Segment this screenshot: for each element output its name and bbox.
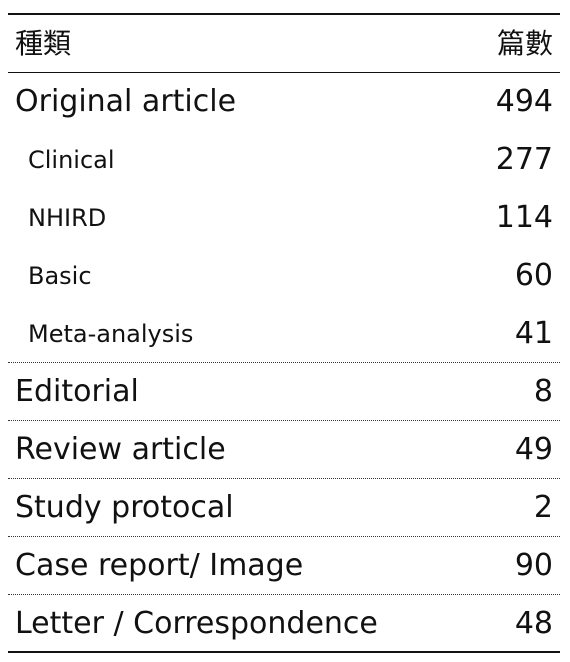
row-count: 494 <box>495 84 553 119</box>
header-count: 篇數 <box>496 27 553 60</box>
row-count: 8 <box>533 374 553 409</box>
table-row: Letter / Correspondence 48 <box>8 595 560 653</box>
table-row: Case report/ Image 90 <box>8 537 560 595</box>
row-count: 60 <box>514 258 553 293</box>
row-count: 277 <box>495 142 553 177</box>
row-label: Case report/ Image <box>15 548 304 583</box>
row-count: 114 <box>495 200 553 235</box>
row-count: 41 <box>514 316 553 351</box>
table: 種類 篇數 Original article 494 Clinical 277 NHIR… <box>8 13 560 653</box>
row-count: 48 <box>514 606 553 641</box>
sub-row: Basic 60 <box>8 247 560 305</box>
sub-row: Meta-analysis 41 <box>8 305 560 363</box>
row-label: Basic <box>28 262 92 290</box>
row-label: Review article <box>15 432 226 467</box>
row-count: 49 <box>514 432 553 467</box>
header-label: 種類 <box>15 27 72 60</box>
row-label: Letter / Correspondence <box>15 606 378 641</box>
row-label: Original article <box>15 84 237 119</box>
table-row: Study protocal 2 <box>8 479 560 537</box>
row-label: Study protocal <box>15 490 234 525</box>
row-label: NHIRD <box>28 204 107 232</box>
sub-row: NHIRD 114 <box>8 189 560 247</box>
table-row: Original article 494 <box>8 73 560 131</box>
table-row: Review article 49 <box>8 421 560 479</box>
row-count: 2 <box>533 490 553 525</box>
row-label: Meta-analysis <box>28 320 194 348</box>
sub-row: Clinical 277 <box>8 131 560 189</box>
row-label: Editorial <box>15 374 139 409</box>
row-label: Clinical <box>28 146 115 174</box>
header-row: 種類 篇數 <box>8 15 560 73</box>
table-row: Editorial 8 <box>8 363 560 421</box>
row-count: 90 <box>514 548 553 583</box>
